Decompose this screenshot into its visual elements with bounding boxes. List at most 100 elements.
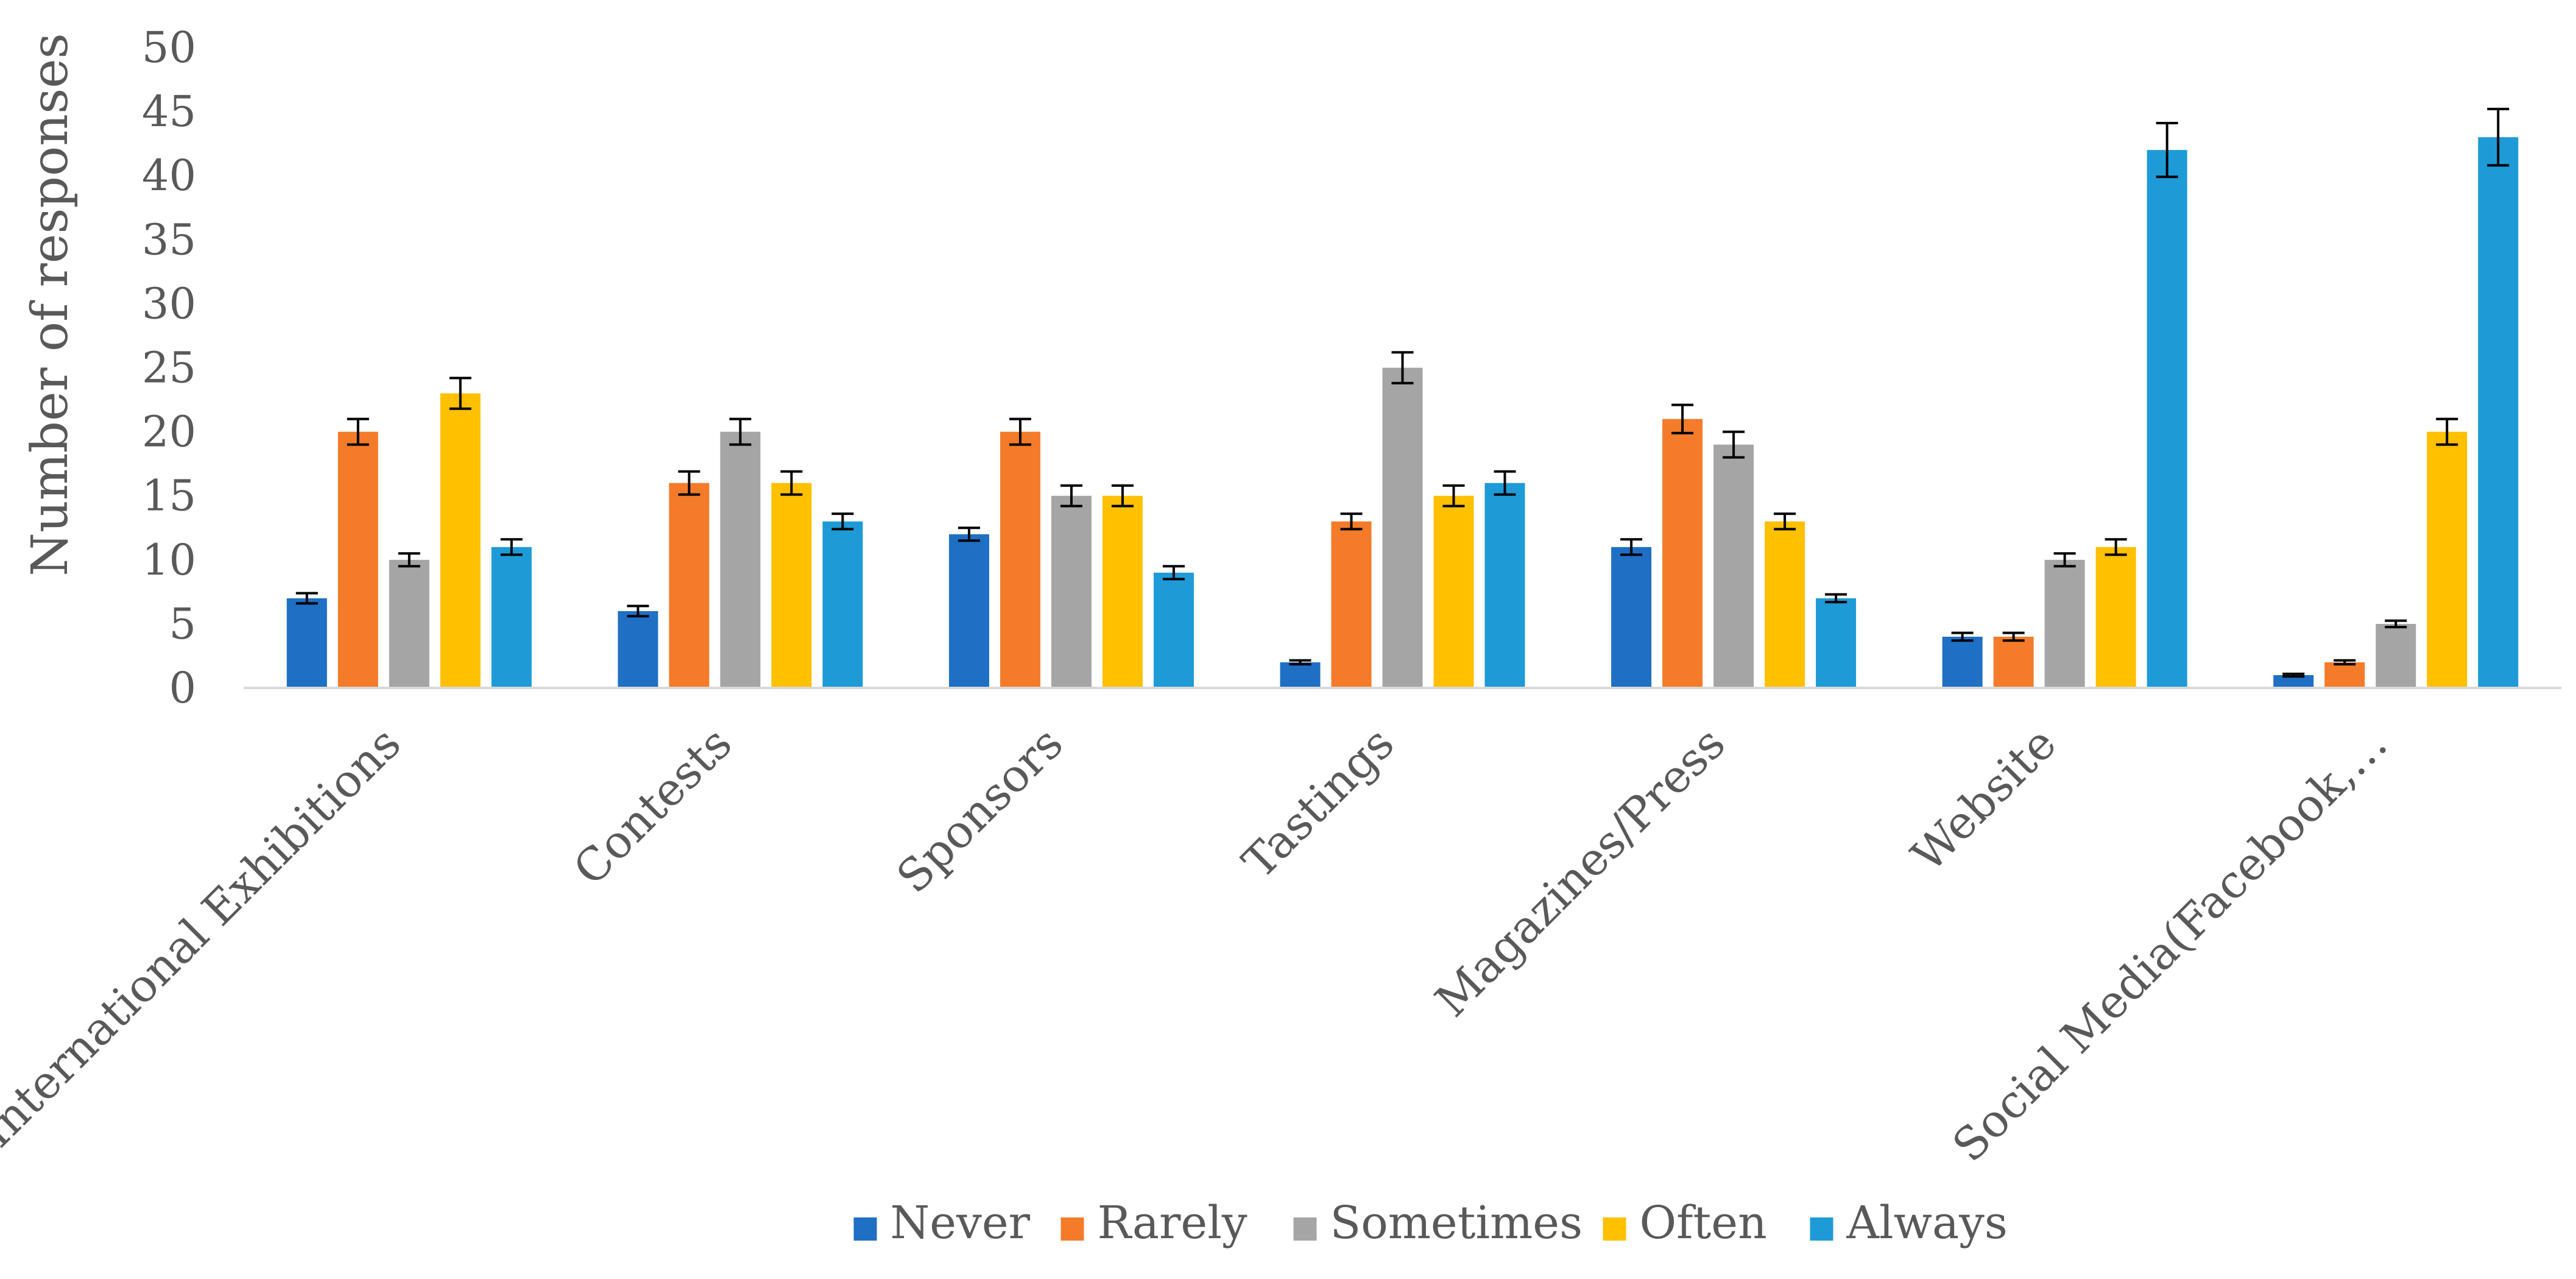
error-bar-sometimes-contests xyxy=(729,417,752,446)
error-bar-always-website xyxy=(2156,122,2178,179)
bar-often-tastings xyxy=(1433,495,1474,688)
y-tick-label-15: 15 xyxy=(142,471,196,521)
bar-often-website xyxy=(2095,547,2136,688)
legend: Never Rarely Sometimes Often Always xyxy=(853,1197,2008,1249)
bar-always-social-media-facebook xyxy=(2478,137,2519,688)
bar-never-contests xyxy=(618,611,658,688)
bar-rarely-tastings xyxy=(1331,521,1372,688)
bar-rarely-international-exhibitions xyxy=(337,431,378,688)
error-bar-sometimes-magazines-press xyxy=(1723,430,1745,459)
legend-swatch-often xyxy=(1603,1217,1626,1241)
category-label-tastings: Tastings xyxy=(1233,717,1405,889)
bar-sometimes-social-media-facebook xyxy=(2376,623,2416,688)
legend-swatch-rarely xyxy=(1060,1217,1084,1241)
y-axis-title: Number of responses xyxy=(21,33,79,576)
bar-sometimes-contests xyxy=(720,431,761,688)
bar-always-sponsors xyxy=(1153,572,1194,688)
legend-swatch-always xyxy=(1810,1217,1833,1241)
bar-never-social-media-facebook xyxy=(2273,675,2314,688)
error-bar-always-contests xyxy=(831,512,854,531)
bar-never-magazines-press xyxy=(1611,547,1652,688)
bar-often-social-media-facebook xyxy=(2427,431,2468,688)
error-bar-rarely-tastings xyxy=(1340,512,1363,531)
y-tick-label-45: 45 xyxy=(142,87,196,136)
bar-rarely-sponsors xyxy=(1000,431,1040,688)
error-bar-never-international-exhibitions xyxy=(295,592,318,605)
legend-label-sometimes: Sometimes xyxy=(1330,1197,1583,1249)
legend-label-often: Often xyxy=(1640,1197,1767,1249)
y-tick-label-10: 10 xyxy=(142,535,196,585)
bar-often-sponsors xyxy=(1102,495,1143,688)
category-label-website: Website xyxy=(1902,717,2066,882)
error-bar-rarely-sponsors xyxy=(1009,417,1031,446)
category-labels: International Exhibitions Contests Sponsor… xyxy=(0,717,2398,1172)
bar-rarely-social-media-facebook xyxy=(2324,662,2365,688)
y-tick-label-40: 40 xyxy=(142,151,196,200)
bar-never-tastings xyxy=(1280,662,1321,688)
bar-often-international-exhibitions xyxy=(440,393,481,688)
y-axis-ticks: 0 5 10 15 20 25 30 35 40 45 50 xyxy=(142,23,196,713)
y-tick-label-20: 20 xyxy=(142,407,196,457)
y-tick-label-35: 35 xyxy=(142,214,196,264)
error-bar-sometimes-international-exhibitions xyxy=(398,552,420,568)
error-bar-often-sponsors xyxy=(1111,484,1134,508)
error-bar-never-social-media-facebook xyxy=(2282,672,2305,678)
error-bar-often-magazines-press xyxy=(1774,512,1796,531)
bar-never-sponsors xyxy=(948,534,989,688)
bar-always-international-exhibitions xyxy=(491,547,532,688)
error-bar-never-website xyxy=(1951,631,1974,642)
bar-always-tastings xyxy=(1484,483,1525,688)
error-bar-often-social-media-facebook xyxy=(2436,417,2458,446)
bar-always-magazines-press xyxy=(1816,598,1857,688)
legend-swatch-never xyxy=(853,1217,877,1241)
bar-never-international-exhibitions xyxy=(286,598,327,688)
error-bar-rarely-magazines-press xyxy=(1671,403,1694,434)
error-bar-always-social-media-facebook xyxy=(2487,107,2510,167)
error-bar-sometimes-social-media-facebook xyxy=(2385,619,2407,629)
error-bar-never-magazines-press xyxy=(1620,538,1643,556)
error-bar-often-international-exhibitions xyxy=(449,377,471,410)
error-bar-never-contests xyxy=(627,604,649,618)
y-tick-label-30: 30 xyxy=(142,278,196,328)
bar-rarely-magazines-press xyxy=(1662,419,1703,688)
error-bar-sometimes-sponsors xyxy=(1060,484,1082,508)
bar-sometimes-sponsors xyxy=(1051,495,1092,688)
error-bar-always-sponsors xyxy=(1162,565,1185,581)
bar-always-contests xyxy=(822,521,863,688)
legend-label-rarely: Rarely xyxy=(1098,1197,1247,1249)
y-tick-label-50: 50 xyxy=(142,23,196,73)
error-bar-rarely-international-exhibitions xyxy=(347,417,369,446)
error-bar-often-contests xyxy=(780,470,803,496)
bar-always-website xyxy=(2147,150,2187,688)
error-bar-rarely-contests xyxy=(678,470,700,496)
legend-label-always: Always xyxy=(1846,1197,2008,1249)
category-label-international-exhibitions: International Exhibitions xyxy=(0,717,411,1158)
legend-label-never: Never xyxy=(891,1197,1031,1249)
error-bar-sometimes-website xyxy=(2053,552,2076,568)
error-bar-always-tastings xyxy=(1494,470,1516,496)
error-bar-always-magazines-press xyxy=(1825,593,1847,604)
bar-rarely-website xyxy=(1993,636,2034,688)
bar-often-contests xyxy=(771,483,812,688)
bar-rarely-contests xyxy=(669,483,710,688)
error-bar-never-sponsors xyxy=(958,526,980,542)
category-label-sponsors: Sponsors xyxy=(887,717,1073,904)
bar-sometimes-website xyxy=(2044,559,2085,688)
error-bar-rarely-social-media-facebook xyxy=(2334,659,2356,666)
y-tick-label-0: 0 xyxy=(169,663,196,713)
category-label-magazines-press: Magazines/Press xyxy=(1425,717,1735,1027)
bar-often-magazines-press xyxy=(1765,521,1805,688)
category-label-contests: Contests xyxy=(563,717,742,896)
y-tick-label-5: 5 xyxy=(169,599,196,649)
bar-series xyxy=(286,107,2519,688)
error-bar-sometimes-tastings xyxy=(1391,351,1414,384)
error-bar-rarely-website xyxy=(2002,631,2025,642)
error-bar-always-international-exhibitions xyxy=(500,538,523,556)
bar-sometimes-international-exhibitions xyxy=(389,559,429,688)
error-bar-never-tastings xyxy=(1289,659,1311,666)
bar-never-website xyxy=(1942,636,1983,688)
bar-sometimes-magazines-press xyxy=(1713,444,1754,688)
bar-sometimes-tastings xyxy=(1382,367,1423,688)
error-bar-often-tastings xyxy=(1442,484,1465,508)
